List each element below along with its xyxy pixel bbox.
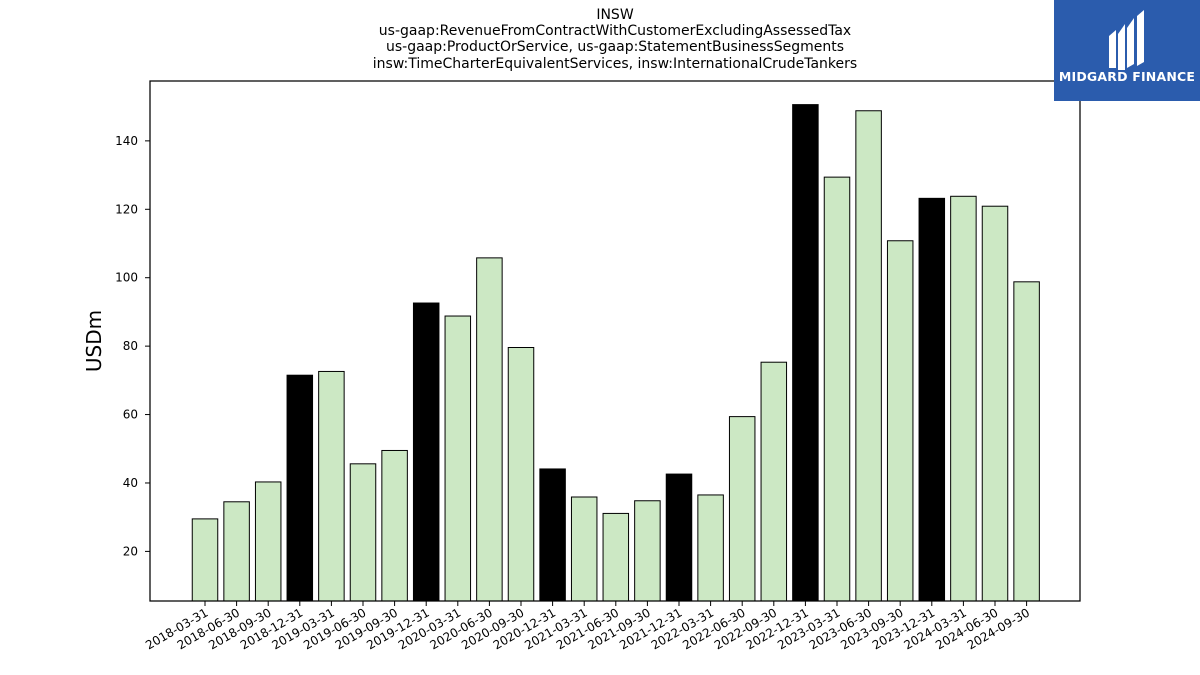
midgard-finance-logo: MIDGARD FINANCE xyxy=(1054,0,1200,101)
bar xyxy=(381,449,408,602)
y-tick-label: 120 xyxy=(115,202,138,216)
bar xyxy=(760,361,788,602)
bar xyxy=(318,370,345,602)
bar xyxy=(444,315,472,602)
bar xyxy=(349,463,377,602)
bar xyxy=(254,481,282,602)
y-tick-label: 100 xyxy=(115,271,138,285)
chart-title-line-2: us-gaap:RevenueFromContractWithCustomerE… xyxy=(378,23,852,39)
logo-text: MIDGARD FINANCE xyxy=(1058,69,1196,84)
bar xyxy=(792,104,819,602)
bar xyxy=(981,205,1009,602)
chart-title-line-1: INSW xyxy=(596,7,634,23)
bar xyxy=(412,302,440,602)
bar xyxy=(1013,281,1040,602)
bar xyxy=(602,512,630,602)
bar xyxy=(507,347,535,602)
bar xyxy=(570,496,598,602)
y-axis-label: USDm xyxy=(82,310,106,372)
bar xyxy=(697,494,724,602)
bar xyxy=(191,518,219,602)
bar xyxy=(728,416,756,602)
bar xyxy=(539,468,566,602)
bar xyxy=(476,257,503,602)
bar xyxy=(634,500,661,602)
bar xyxy=(823,176,851,602)
chart-title-line-4: insw:TimeCharterEquivalentServices, insw… xyxy=(372,56,858,72)
chart-title-line-3: us-gaap:ProductOrService, us-gaap:Statem… xyxy=(385,39,844,55)
y-tick-label: 20 xyxy=(123,544,138,558)
bar xyxy=(665,473,693,602)
y-tick-label: 140 xyxy=(115,134,138,148)
logo-mark-icon xyxy=(1054,0,1200,101)
bar xyxy=(918,197,946,602)
bar xyxy=(855,110,882,602)
bar xyxy=(950,195,977,602)
y-tick-label: 80 xyxy=(123,339,138,353)
plot-frame xyxy=(149,80,1081,602)
y-tick-label: 60 xyxy=(123,408,138,422)
y-tick-label: 40 xyxy=(123,476,138,490)
bar xyxy=(286,374,314,602)
bar xyxy=(886,240,914,602)
bar xyxy=(223,501,250,602)
